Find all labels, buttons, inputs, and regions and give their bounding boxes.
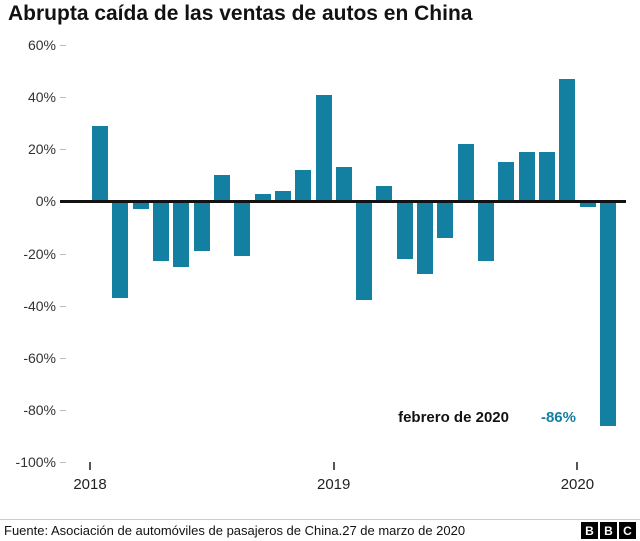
bar-2019-08 xyxy=(478,201,494,262)
chart-title: Abrupta caída de las ventas de autos en … xyxy=(8,2,473,25)
bar-2018-04 xyxy=(153,201,170,262)
y-axis-label: 60% xyxy=(27,37,56,53)
bar-2018-06 xyxy=(193,201,210,251)
bar-2018-10 xyxy=(274,190,291,202)
bar-2019-04 xyxy=(396,201,413,259)
y-axis-label: 20% xyxy=(27,141,56,158)
bbc-logo-letter-c: C xyxy=(619,522,636,539)
y-axis-tick xyxy=(60,253,66,255)
bar-2019-01 xyxy=(335,167,352,202)
bar-2019-03 xyxy=(376,185,393,202)
bbc-logo: B B C xyxy=(581,522,636,539)
x-axis-tick xyxy=(332,462,335,470)
y-axis-label: 40% xyxy=(27,89,56,106)
annotation-label: febrero de 2020 xyxy=(398,409,509,426)
y-axis-tick xyxy=(60,97,66,99)
plot-area: febrero de 2020 -86% 60% 40% 20% 0% -20% -40% -… xyxy=(16,37,626,493)
x-axis-label: 2019 xyxy=(317,476,351,493)
bar-2019-10 xyxy=(518,151,535,202)
bar-2019-05 xyxy=(417,201,434,275)
footer: Fuente: Asociación de automóviles de pas… xyxy=(0,519,640,541)
y-axis-label: -60% xyxy=(23,349,56,366)
bar-2018-01 xyxy=(92,125,109,202)
bar-2020-02 xyxy=(599,201,616,426)
bar-2018-03 xyxy=(132,201,149,210)
bar-2018-07 xyxy=(214,175,230,202)
bbc-logo-letter-b1: B xyxy=(581,522,598,539)
bar-2019-07 xyxy=(457,144,474,202)
y-axis-label: 0% xyxy=(35,193,56,210)
bar-2019-09 xyxy=(498,162,515,202)
zero-baseline xyxy=(60,200,626,204)
source-text: Fuente: Asociación de automóviles de pas… xyxy=(4,523,466,538)
y-axis-tick xyxy=(60,305,66,307)
y-axis-label: -40% xyxy=(23,297,56,314)
bar-2018-02 xyxy=(112,201,129,298)
bar-2019-02 xyxy=(356,201,373,301)
bar-2018-12 xyxy=(315,94,332,202)
y-axis-tick xyxy=(60,45,66,46)
x-axis-label: 2020 xyxy=(560,476,595,493)
y-axis-tick xyxy=(60,149,66,151)
x-axis-tick xyxy=(576,462,579,470)
bar-2018-09 xyxy=(254,193,271,202)
bar-2020-01 xyxy=(579,201,596,207)
annotation-feb-2020: febrero de 2020 -86% xyxy=(398,409,576,426)
annotation-value: -86% xyxy=(540,409,576,426)
x-axis-label: 2018 xyxy=(73,476,107,493)
y-axis-label: -20% xyxy=(23,245,56,262)
bbc-logo-letter-b2: B xyxy=(600,522,617,539)
y-axis-label: -100% xyxy=(15,454,56,470)
bar-2018-11 xyxy=(295,170,312,202)
bar-2019-11 xyxy=(538,151,555,202)
y-axis-tick xyxy=(60,409,66,411)
x-axis-tick xyxy=(89,462,91,470)
bar-2019-12 xyxy=(559,78,576,202)
y-axis-tick xyxy=(60,462,66,463)
y-axis-label: -80% xyxy=(23,401,56,418)
bar-2018-08 xyxy=(234,201,251,257)
bar-2019-06 xyxy=(437,201,454,238)
y-axis-tick xyxy=(60,357,66,359)
bar-2018-05 xyxy=(173,201,190,267)
